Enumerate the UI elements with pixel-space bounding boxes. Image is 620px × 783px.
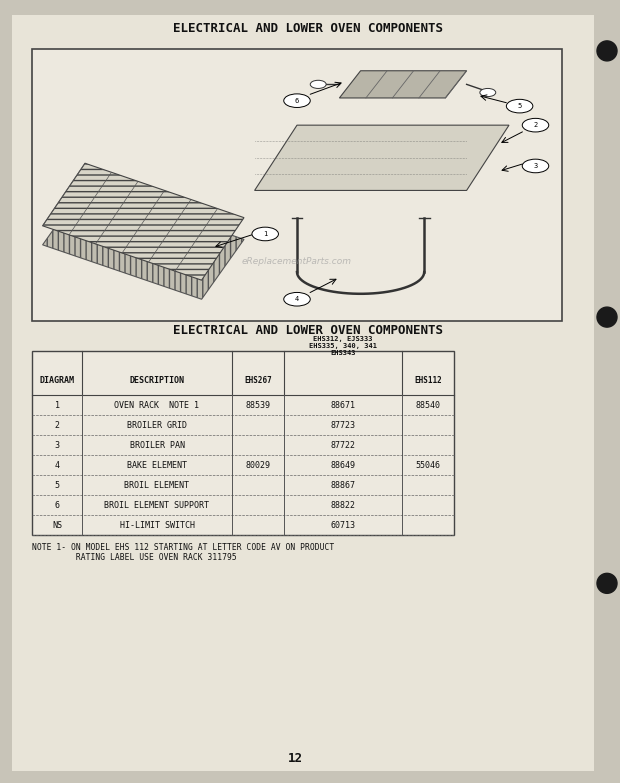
Circle shape	[284, 94, 310, 107]
Text: 6: 6	[295, 98, 299, 103]
Circle shape	[522, 118, 549, 132]
Text: 88822: 88822	[330, 500, 355, 510]
Polygon shape	[43, 185, 244, 299]
Text: NOTE 1- ON MODEL EHS 112 STARTING AT LETTER CODE AV ON PRODUCT: NOTE 1- ON MODEL EHS 112 STARTING AT LET…	[32, 543, 334, 552]
Text: 4: 4	[55, 460, 60, 470]
Circle shape	[480, 88, 496, 96]
Text: 1: 1	[55, 400, 60, 410]
Text: EHS112: EHS112	[414, 376, 442, 385]
Text: 12: 12	[288, 752, 303, 764]
Text: 88867: 88867	[330, 481, 355, 489]
Circle shape	[597, 573, 617, 594]
Text: BROILER PAN: BROILER PAN	[130, 441, 185, 449]
Text: BROIL ELEMENT SUPPORT: BROIL ELEMENT SUPPORT	[105, 500, 210, 510]
Text: DIAGRAM: DIAGRAM	[40, 376, 74, 385]
Circle shape	[284, 292, 310, 306]
Circle shape	[310, 81, 326, 88]
Text: 3: 3	[55, 441, 60, 449]
Text: BAKE ELEMENT: BAKE ELEMENT	[127, 460, 187, 470]
Bar	[32, 351, 454, 535]
Text: 80029: 80029	[246, 460, 270, 470]
Text: 1: 1	[263, 231, 267, 237]
Text: 2: 2	[55, 420, 60, 430]
Text: 88649: 88649	[330, 460, 355, 470]
Text: 88671: 88671	[330, 400, 355, 410]
Text: DESCRIPTION: DESCRIPTION	[130, 376, 185, 385]
Text: EHS312, EJS333
EHS335, 340, 341
EHS343: EHS312, EJS333 EHS335, 340, 341 EHS343	[309, 336, 377, 356]
Text: BROIL ELEMENT: BROIL ELEMENT	[125, 481, 190, 489]
Text: 87723: 87723	[330, 420, 355, 430]
Text: 2: 2	[533, 122, 538, 128]
Text: HI-LIMIT SWITCH: HI-LIMIT SWITCH	[120, 521, 195, 529]
Text: BROILER GRID: BROILER GRID	[127, 420, 187, 430]
Text: 4: 4	[295, 296, 299, 302]
Text: 55046: 55046	[415, 460, 440, 470]
Text: ELECTRICAL AND LOWER OVEN COMPONENTS: ELECTRICAL AND LOWER OVEN COMPONENTS	[173, 324, 443, 337]
Circle shape	[507, 99, 533, 113]
Circle shape	[597, 307, 617, 327]
Circle shape	[252, 227, 278, 240]
Polygon shape	[43, 163, 244, 280]
Text: 3: 3	[533, 163, 538, 169]
Text: 5: 5	[518, 103, 521, 109]
Text: NS: NS	[52, 521, 62, 529]
Text: EHS267: EHS267	[244, 376, 272, 385]
Text: ELECTRICAL AND LOWER OVEN COMPONENTS: ELECTRICAL AND LOWER OVEN COMPONENTS	[173, 21, 443, 34]
Text: eReplacementParts.com: eReplacementParts.com	[242, 257, 352, 265]
Text: 5: 5	[55, 481, 60, 489]
Bar	[32, 49, 562, 321]
Text: 60713: 60713	[330, 521, 355, 529]
Text: 6: 6	[55, 500, 60, 510]
Text: 88540: 88540	[415, 400, 440, 410]
Polygon shape	[255, 125, 509, 190]
Polygon shape	[339, 70, 467, 98]
Text: 88539: 88539	[246, 400, 270, 410]
Text: RATING LABEL USE OVEN RACK 311795: RATING LABEL USE OVEN RACK 311795	[32, 553, 237, 562]
Text: OVEN RACK  NOTE 1: OVEN RACK NOTE 1	[115, 400, 200, 410]
Text: 87722: 87722	[330, 441, 355, 449]
Circle shape	[522, 159, 549, 173]
Circle shape	[597, 41, 617, 61]
